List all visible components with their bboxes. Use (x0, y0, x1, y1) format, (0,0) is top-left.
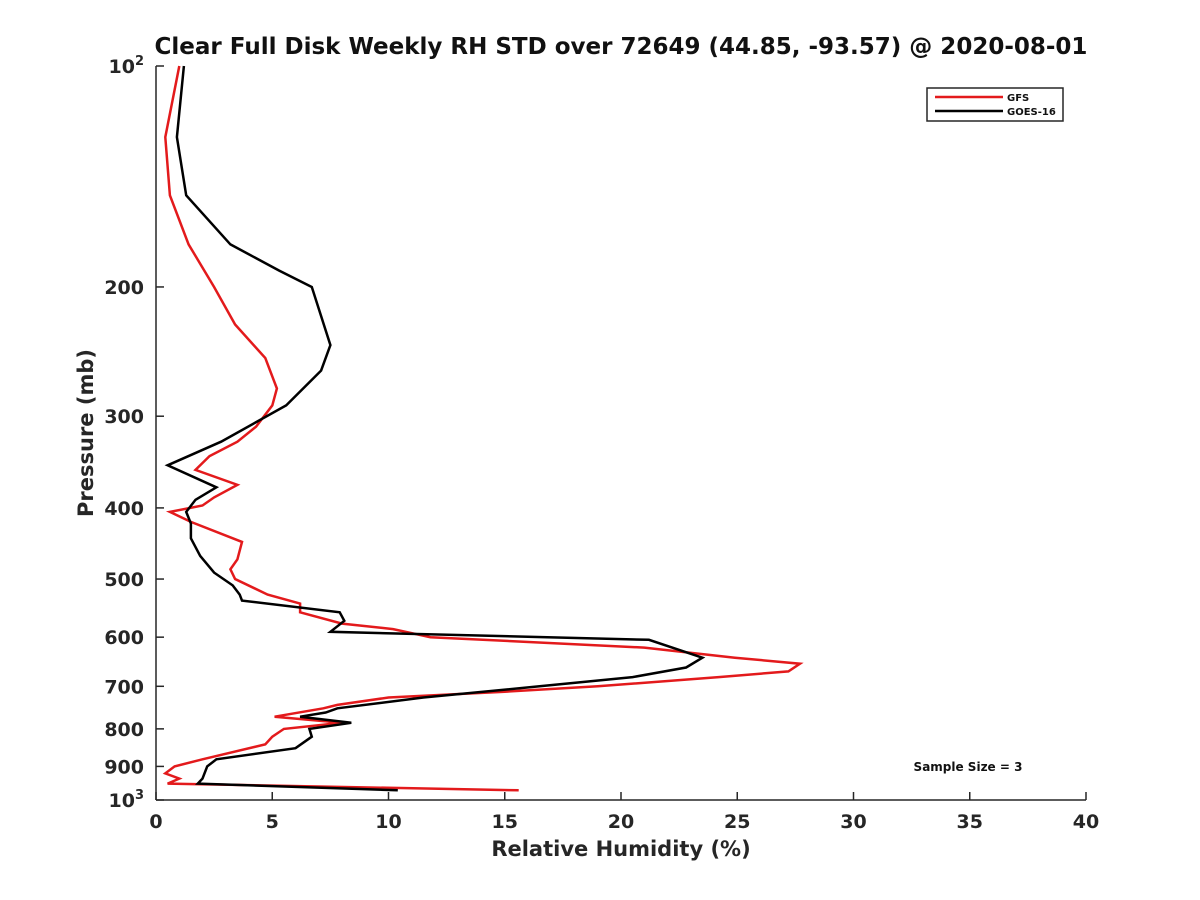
y-tick-label: 600 (104, 627, 144, 649)
plot-area: 0 5 10 15 20 25 30 35 40 102 200 300 400 500 600 700 80… (104, 54, 1099, 833)
x-tick-label: 15 (492, 811, 518, 833)
y-tick-label: 103 (109, 788, 145, 812)
x-tick-label: 0 (149, 811, 162, 833)
x-tick-label: 35 (957, 811, 983, 833)
x-axis-label: Relative Humidity (%) (491, 837, 750, 861)
x-tick-label: 10 (375, 811, 401, 833)
series-line-goes-16 (164, 65, 706, 792)
y-tick-label: 102 (109, 54, 145, 78)
y-tick-label: 300 (104, 406, 144, 428)
legend-label-gfs: GFS (1007, 93, 1029, 104)
y-axis-ticks: 102 200 300 400 500 600 700 800 900 103 (104, 54, 164, 812)
x-tick-label: 40 (1073, 811, 1099, 833)
x-axis-ticks: 0 5 10 15 20 25 30 35 40 (149, 792, 1099, 833)
y-tick-label: 400 (104, 498, 144, 520)
sample-size-annotation: Sample Size = 3 (914, 760, 1023, 774)
y-tick-label: 800 (104, 719, 144, 741)
y-tick-label: 700 (104, 676, 144, 698)
plot-background (156, 66, 1086, 800)
legend: GFS GOES-16 (926, 87, 1064, 122)
x-tick-label: 30 (840, 811, 866, 833)
series-line-gfs (162, 65, 804, 792)
legend-label-goes-16: GOES-16 (1007, 107, 1056, 118)
y-tick-label: 200 (104, 277, 144, 299)
y-tick-label: 500 (104, 569, 144, 591)
x-tick-label: 25 (724, 811, 750, 833)
y-tick-label: 900 (104, 756, 144, 778)
chart-title: Clear Full Disk Weekly RH STD over 72649… (155, 34, 1088, 60)
y-axis-label: Pressure (mb) (74, 349, 98, 517)
x-tick-label: 20 (608, 811, 634, 833)
legend-box (926, 87, 1064, 122)
series-group (162, 65, 804, 792)
x-tick-label: 5 (266, 811, 279, 833)
